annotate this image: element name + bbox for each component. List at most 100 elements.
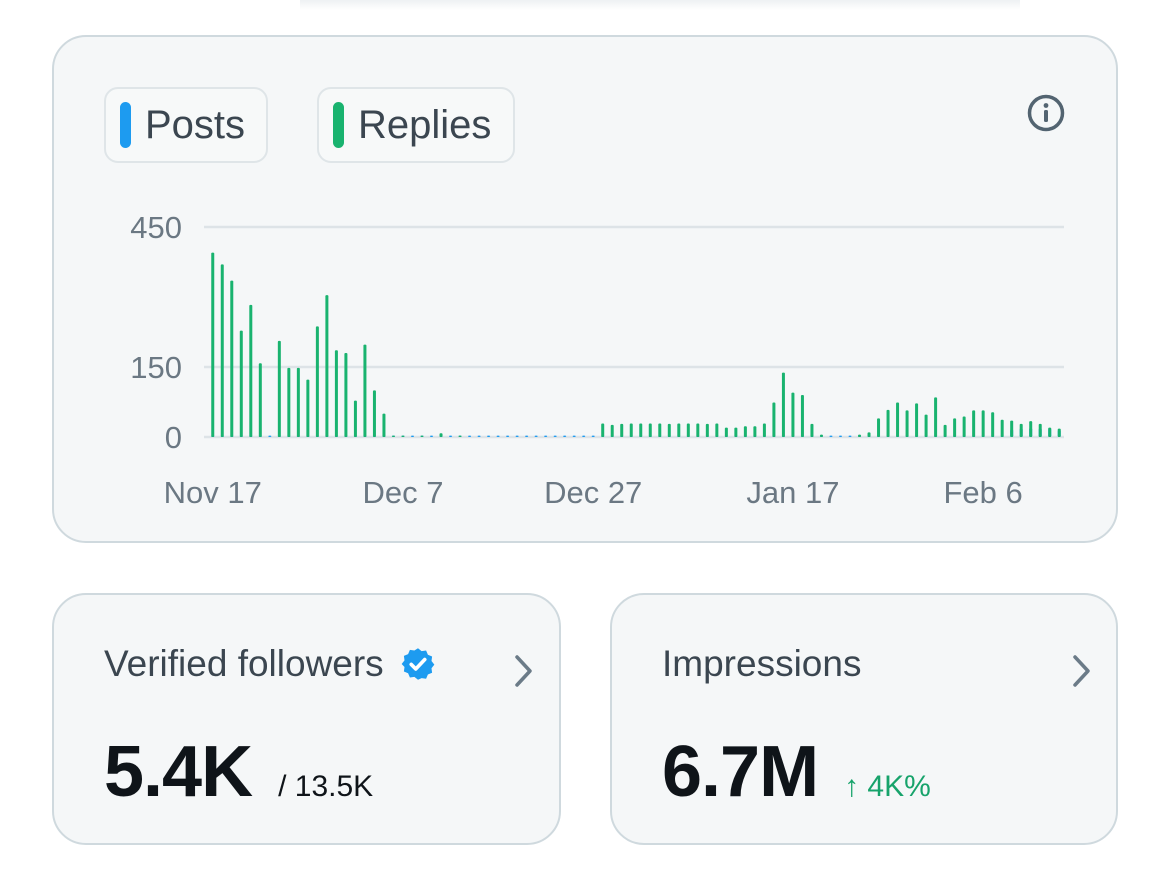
verified-followers-title: Verified followers bbox=[104, 643, 436, 685]
replies-bar bbox=[715, 423, 719, 437]
impressions-title: Impressions bbox=[662, 643, 861, 685]
impressions-label: Impressions bbox=[662, 643, 862, 684]
posts-bar bbox=[449, 435, 453, 437]
replies-bar bbox=[239, 330, 243, 437]
x-tick-label: Dec 7 bbox=[362, 475, 443, 510]
posts-bar bbox=[544, 435, 548, 437]
posts-bar bbox=[430, 435, 434, 437]
replies-bar bbox=[905, 410, 909, 437]
impressions-count: 6.7M bbox=[662, 732, 819, 812]
posts-bar bbox=[477, 435, 481, 437]
legend-replies-toggle[interactable]: Replies bbox=[317, 87, 515, 163]
replies-bar bbox=[620, 423, 624, 437]
posts-bar bbox=[829, 435, 833, 437]
replies-bar bbox=[601, 423, 605, 437]
legend-posts-label: Posts bbox=[145, 102, 246, 147]
replies-bar bbox=[962, 416, 966, 437]
top-shadow bbox=[300, 0, 1020, 10]
x-tick-label: Jan 17 bbox=[746, 475, 839, 510]
replies-bar bbox=[1010, 420, 1014, 437]
replies-bar bbox=[667, 423, 671, 437]
replies-bar bbox=[648, 423, 652, 437]
replies-bar bbox=[991, 412, 995, 437]
posts-bar bbox=[487, 435, 491, 437]
replies-bar bbox=[924, 414, 928, 437]
replies-bar bbox=[306, 379, 310, 437]
replies-bar bbox=[896, 402, 900, 437]
replies-bar bbox=[696, 423, 700, 437]
replies-bar bbox=[791, 392, 795, 437]
replies-bar bbox=[677, 423, 681, 437]
posts-bar bbox=[468, 435, 472, 437]
replies-bar bbox=[458, 435, 462, 437]
replies-bar bbox=[953, 418, 957, 437]
replies-bar bbox=[915, 403, 919, 437]
posts-bar bbox=[848, 435, 852, 437]
posts-bar bbox=[506, 435, 510, 437]
replies-bar bbox=[211, 252, 215, 437]
replies-bar bbox=[724, 427, 728, 437]
replies-bar bbox=[1029, 421, 1033, 437]
verified-followers-label: Verified followers bbox=[104, 643, 384, 684]
replies-bar bbox=[401, 435, 405, 437]
replies-bar bbox=[372, 390, 376, 437]
chevron-right-icon[interactable] bbox=[1070, 653, 1094, 689]
posts-bar bbox=[534, 435, 538, 437]
replies-bar bbox=[277, 340, 281, 437]
legend-posts-toggle[interactable]: Posts bbox=[104, 87, 268, 163]
replies-bar bbox=[344, 353, 348, 437]
replies-bar bbox=[391, 435, 395, 437]
verified-badge-icon bbox=[401, 648, 435, 680]
replies-bar bbox=[1038, 423, 1042, 437]
replies-bar bbox=[639, 423, 643, 437]
replies-bar bbox=[230, 280, 234, 437]
y-tick-label: 150 bbox=[130, 350, 182, 385]
replies-bar bbox=[734, 427, 738, 437]
posts-bar bbox=[515, 435, 519, 437]
replies-bar bbox=[258, 363, 262, 437]
replies-bar bbox=[705, 423, 709, 437]
replies-bar bbox=[334, 350, 338, 437]
verified-followers-values: 5.4K / 13.5K bbox=[104, 731, 373, 813]
posts-bar bbox=[582, 435, 586, 437]
replies-bar bbox=[877, 418, 881, 437]
replies-bar bbox=[439, 433, 443, 437]
posts-bar bbox=[553, 435, 557, 437]
posts-bar bbox=[410, 435, 414, 437]
replies-bar bbox=[296, 367, 300, 437]
replies-bar bbox=[220, 264, 224, 437]
verified-followers-card[interactable]: Verified followers 5.4K / 13.5K bbox=[52, 593, 561, 845]
impressions-change: ↑ 4K% bbox=[844, 770, 931, 803]
replies-color-swatch bbox=[333, 102, 344, 148]
activity-bar-chart: 0 150 450 Nov 17 Dec 7 Dec 27 Jan 17 Feb 6 bbox=[130, 210, 1064, 510]
x-tick-label: Feb 6 bbox=[944, 475, 1023, 510]
replies-bar bbox=[1057, 428, 1061, 437]
replies-bar bbox=[800, 395, 804, 437]
replies-bar bbox=[686, 423, 690, 437]
posts-bar bbox=[525, 435, 529, 437]
x-tick-label: Dec 27 bbox=[544, 475, 642, 510]
total-followers-count: / 13.5K bbox=[278, 770, 374, 803]
replies-bar bbox=[753, 426, 757, 437]
impressions-card[interactable]: Impressions 6.7M ↑ 4K% bbox=[610, 593, 1118, 845]
replies-bar bbox=[858, 434, 862, 437]
replies-bar bbox=[249, 304, 253, 437]
replies-bar bbox=[886, 409, 890, 437]
posts-color-swatch bbox=[120, 102, 131, 148]
posts-bar bbox=[563, 435, 567, 437]
info-circle-icon[interactable] bbox=[1026, 93, 1066, 133]
replies-bar bbox=[943, 424, 947, 437]
chevron-right-icon[interactable] bbox=[512, 653, 536, 689]
replies-bar bbox=[610, 424, 614, 437]
activity-chart-card: Posts Replies 0 150 450 Nov 17 Dec 7 Dec 27 Ja… bbox=[52, 35, 1118, 543]
y-tick-label: 450 bbox=[130, 210, 182, 245]
replies-bar bbox=[629, 423, 633, 437]
replies-bar bbox=[1019, 423, 1023, 437]
posts-bar bbox=[496, 435, 500, 437]
y-tick-label: 0 bbox=[165, 420, 182, 455]
posts-bar bbox=[838, 435, 842, 437]
posts-bar bbox=[591, 435, 595, 437]
replies-bar bbox=[1048, 427, 1052, 437]
replies-bar bbox=[743, 426, 747, 437]
replies-bar bbox=[934, 397, 938, 437]
